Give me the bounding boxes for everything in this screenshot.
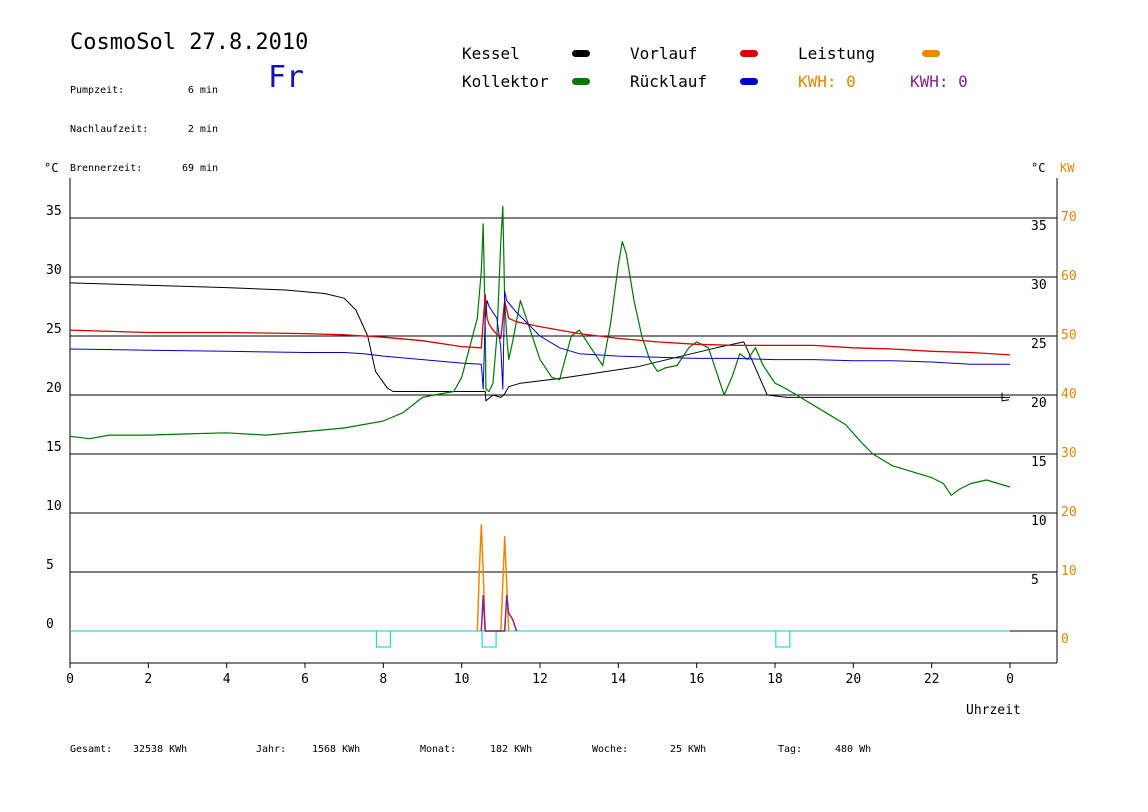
info-values: 6 min 2 min 69 min [182, 58, 218, 188]
y-tick-left: 10 [46, 499, 62, 514]
info-value: 69 min [182, 163, 219, 174]
y-tick-kw: 30 [1061, 446, 1077, 461]
y-tick-left: 5 [46, 558, 54, 573]
info-label: Brennerzeit: [70, 163, 143, 174]
footer-tag-value: 480 Wh [835, 744, 872, 755]
info-value: 2 min [187, 124, 218, 135]
y-tick-kw: 0 [1061, 632, 1069, 647]
y-tick-right: 10 [1031, 514, 1047, 529]
y-tick-left: 20 [46, 381, 62, 396]
info-value: 6 min [187, 85, 218, 96]
x-tick-label: 8 [379, 672, 387, 687]
y-tick-left: 35 [46, 204, 62, 219]
legend-ruecklauf-swatch [740, 78, 758, 85]
kessel-end-marker [1001, 392, 1010, 402]
x-tick-label: 0 [66, 672, 74, 687]
footer-gesamt-value: 32538 KWh [133, 744, 188, 755]
x-axis-label: Uhrzeit [966, 703, 1021, 718]
pump-marker [375, 630, 391, 648]
y-tick-left: 0 [46, 617, 54, 632]
footer-woche-label: Woche: [592, 744, 629, 755]
x-tick-label: 4 [223, 672, 231, 687]
y-tick-right: 15 [1031, 455, 1047, 470]
page-title: CosmoSol 27.8.2010 [70, 30, 309, 55]
y-tick-kw: 60 [1061, 269, 1077, 284]
x-tick-label: 12 [532, 672, 548, 687]
x-tick-label: 6 [301, 672, 309, 687]
footer-jahr-value: 1568 KWh [312, 744, 361, 755]
y-tick-right: 5 [1031, 573, 1039, 588]
y-tick-left: 25 [46, 322, 62, 337]
y-unit-right: °C [1031, 161, 1045, 175]
x-tick-label: 20 [846, 672, 862, 687]
footer-jahr-label: Jahr: [256, 744, 287, 755]
y-tick-kw: 10 [1061, 564, 1077, 579]
y-tick-right: 30 [1031, 278, 1047, 293]
x-tick-label: 16 [689, 672, 705, 687]
pump-marker [481, 630, 497, 648]
info-label: Nachlaufzeit: [70, 124, 149, 135]
x-tick-label: 0 [1006, 672, 1014, 687]
legend-kessel-swatch [572, 50, 590, 57]
y-tick-left: 15 [46, 440, 62, 455]
info-block: Pumpzeit: Nachlaufzeit: Brennerzeit: [70, 58, 148, 188]
series-line-kessel [69, 282, 1010, 402]
x-tick-label: 10 [454, 672, 470, 687]
legend-leistung-label: Leistung [798, 44, 876, 63]
legend-kessel-label: Kessel [462, 44, 520, 63]
legend-kwh-2: KWH: 0 [910, 72, 968, 91]
y-tick-left: 30 [46, 263, 62, 278]
x-tick-label: 22 [924, 672, 940, 687]
x-tick-label: 2 [144, 672, 152, 687]
series-line-ruecklauf [69, 290, 1010, 390]
footer-woche-value: 25 KWh [670, 744, 707, 755]
y-tick-kw: 70 [1061, 210, 1077, 225]
footer-gesamt-label: Gesamt: [70, 744, 113, 755]
y-tick-kw: 50 [1061, 328, 1077, 343]
y-tick-right: 20 [1031, 396, 1047, 411]
footer-monat-value: 182 KWh [490, 744, 533, 755]
legend-kollektor-swatch [572, 78, 590, 85]
legend-kollektor-label: Kollektor [462, 72, 549, 91]
y-tick-right: 35 [1031, 219, 1047, 234]
legend-leistung-swatch [922, 50, 940, 57]
footer-monat-label: Monat: [420, 744, 457, 755]
pump-marker [775, 630, 791, 648]
x-tick-label: 18 [767, 672, 783, 687]
series-line-vorlauf [69, 294, 1011, 356]
series-line-kollektor [69, 205, 1011, 496]
footer-tag-label: Tag: [778, 744, 803, 755]
y-unit-left: °C [44, 161, 58, 175]
weekday-label: Fr [268, 60, 305, 95]
info-label: Pumpzeit: [70, 85, 125, 96]
legend-ruecklauf-label: Rücklauf [630, 72, 708, 91]
series-line-leistung2 [480, 594, 518, 632]
y-unit-kw: KW [1060, 161, 1075, 175]
x-tick-label: 14 [611, 672, 627, 687]
y-tick-right: 25 [1031, 337, 1047, 352]
legend-kwh-1: KWH: 0 [798, 72, 856, 91]
y-tick-kw: 40 [1061, 387, 1077, 402]
y-tick-kw: 20 [1061, 505, 1077, 520]
legend-vorlauf-label: Vorlauf [630, 44, 698, 63]
legend-vorlauf-swatch [740, 50, 758, 57]
